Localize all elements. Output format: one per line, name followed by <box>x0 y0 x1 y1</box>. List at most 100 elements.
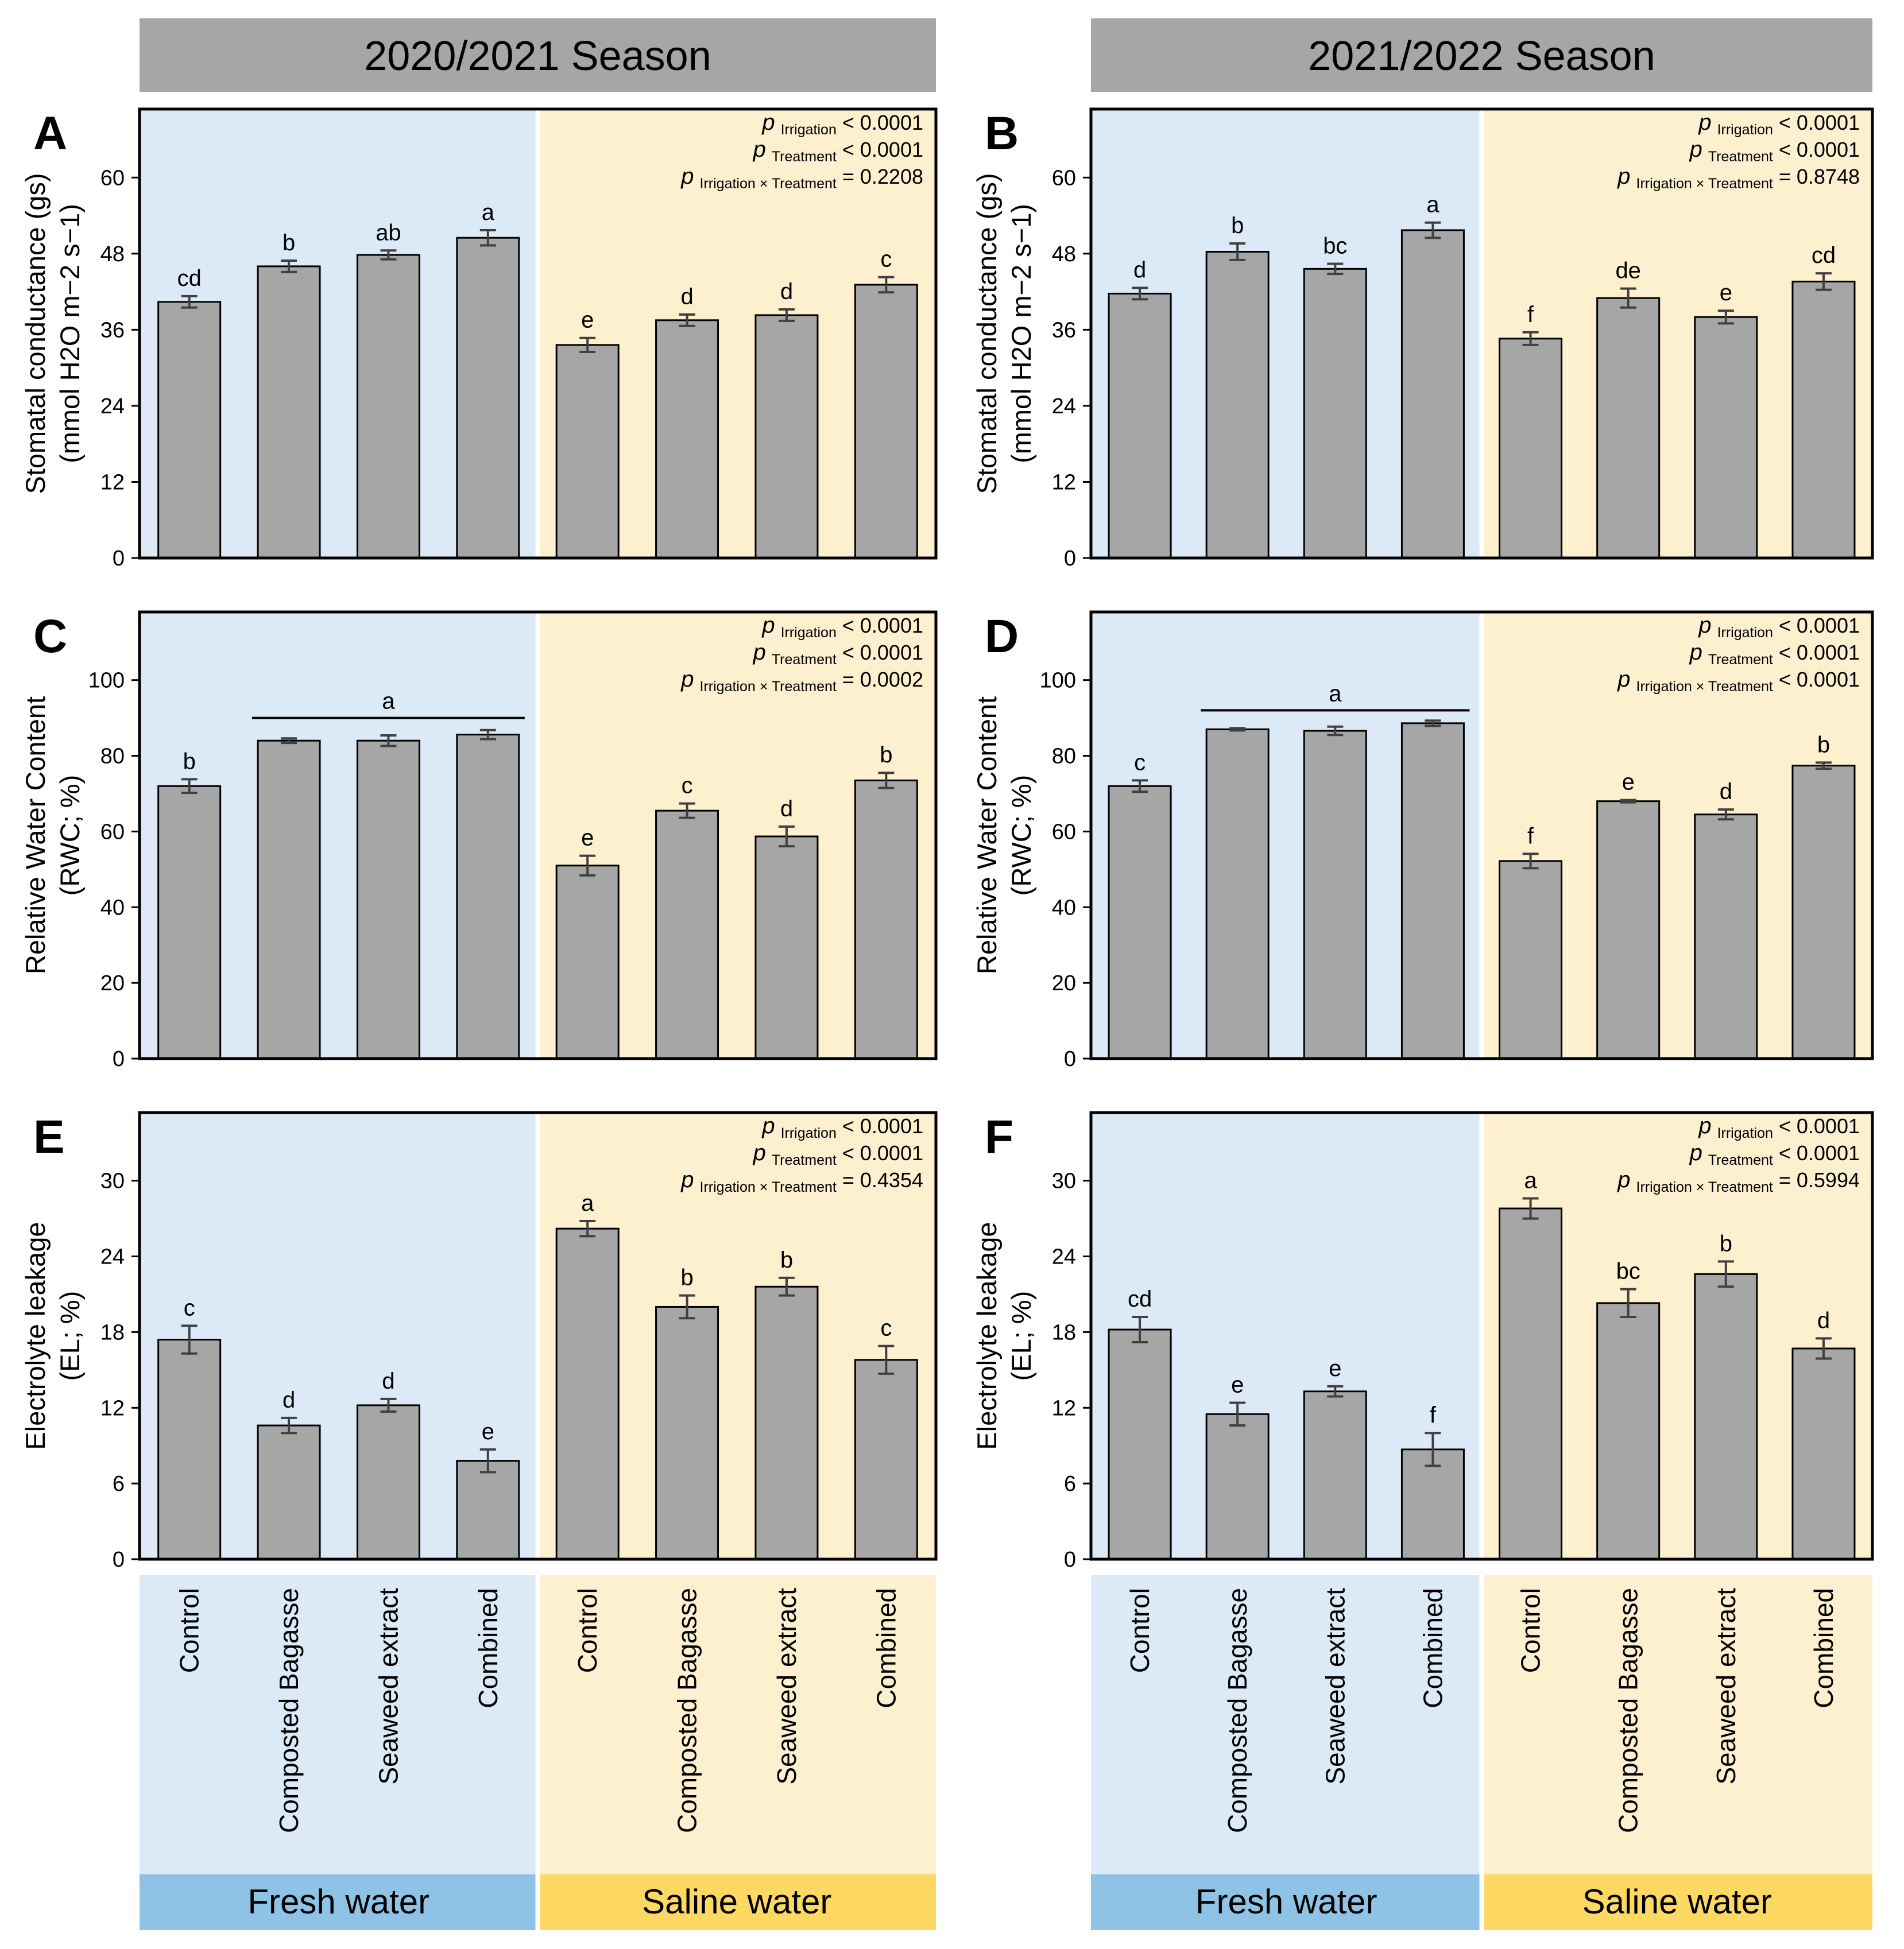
y-tick-label: 100 <box>88 669 125 693</box>
significance-letter: b <box>1817 732 1830 757</box>
p-subscript: Irrigation <box>1717 625 1773 641</box>
bar <box>456 734 520 1060</box>
bar <box>257 265 321 559</box>
panel-b: 0 12 24 36 48 60 Stomatal conductance (gs) (mmo… <box>972 107 1874 571</box>
y-tick-label: 12 <box>1052 1396 1076 1420</box>
season-title: 2021/2022 Season <box>1308 33 1655 79</box>
y-tick-label: 0 <box>1064 1047 1076 1071</box>
y-axis-label-line2: (RWC; %) <box>1006 775 1036 896</box>
bar <box>356 1404 420 1560</box>
significance-letter: c <box>1134 750 1146 775</box>
plot-frame <box>138 1111 938 1561</box>
p-value-line: p Irrigation < 0.0001 <box>761 110 923 138</box>
y-tick-label: 12 <box>100 1396 125 1420</box>
y-tick-label: 12 <box>100 470 125 494</box>
bar <box>356 739 420 1060</box>
plot-frame <box>138 610 938 1060</box>
y-tick-label: 40 <box>1052 896 1076 920</box>
y-axis-label-line2: (mmol H2O m−2 s−1) <box>1006 204 1036 463</box>
y-tick-label: 6 <box>1064 1472 1076 1496</box>
p-value-line: p Irrigation × Treatment = 0.4354 <box>680 1167 923 1195</box>
y-tick-label: 24 <box>1052 394 1076 419</box>
panel-letter: A <box>33 107 67 160</box>
y-tick-label: 24 <box>100 1245 125 1269</box>
p-subscript: Treatment <box>1708 652 1773 668</box>
bar <box>1400 229 1465 559</box>
bar <box>1694 813 1758 1060</box>
significance-letter: c <box>682 773 693 799</box>
saline-water-label-box <box>1484 1874 1872 1930</box>
y-tick-label: 0 <box>1064 1548 1076 1572</box>
fresh-category-background <box>140 1575 538 1874</box>
saline-category-background <box>537 1575 936 1874</box>
significance-letter: b <box>183 749 196 774</box>
p-subscript: Irrigation × Treatment <box>1636 176 1773 192</box>
saline-water-label: Saline water <box>642 1882 831 1921</box>
bar <box>1303 730 1367 1060</box>
significance-letter: e <box>1720 280 1732 305</box>
p-symbol: p <box>680 667 694 692</box>
bar <box>1303 268 1367 559</box>
p-value-line: p Irrigation × Treatment < 0.0001 <box>1617 667 1860 695</box>
y-tick-label: 80 <box>100 745 125 769</box>
season-title: 2020/2021 Season <box>364 33 711 79</box>
y-tick-label: 18 <box>100 1320 125 1344</box>
y-tick-label: 80 <box>1052 745 1076 769</box>
significance-letter: e <box>581 308 594 333</box>
p-value: < 0.0001 <box>842 111 923 134</box>
significance-letter: e <box>1231 1372 1244 1397</box>
saline-water-label: Saline water <box>1582 1882 1772 1921</box>
bar <box>1499 860 1563 1060</box>
bar <box>257 739 321 1060</box>
significance-letter: b <box>880 742 892 768</box>
group-significance-letter: a <box>382 689 395 714</box>
x-category-label: Composted Bagasse <box>1613 1588 1643 1833</box>
p-symbol: p <box>1617 667 1630 692</box>
p-value: < 0.0001 <box>842 138 923 161</box>
bar <box>1596 1302 1661 1560</box>
significance-letter: de <box>1615 258 1641 284</box>
season-header-box <box>140 18 936 92</box>
bar <box>157 785 222 1060</box>
bar <box>1108 1328 1172 1560</box>
x-category-label: Seaweed extract <box>1711 1588 1741 1785</box>
category-axis-1: Control Composted Bagasse Seaweed extract C… <box>140 1575 936 1930</box>
p-symbol: p <box>1689 640 1702 665</box>
y-axis-label-line1: Stomatal conductance (gs) <box>972 173 1002 494</box>
bar <box>655 319 719 559</box>
significance-letter: d <box>1720 779 1732 804</box>
p-symbol: p <box>1617 1167 1630 1192</box>
y-tick-label: 20 <box>100 971 125 995</box>
x-category-label: Composted Bagasse <box>274 1588 304 1833</box>
bar <box>1694 1273 1758 1560</box>
significance-letter: b <box>1720 1231 1732 1256</box>
bar <box>854 779 918 1060</box>
bar <box>655 1305 719 1560</box>
y-tick-label: 36 <box>100 318 125 342</box>
bar <box>854 284 918 559</box>
significance-letter: b <box>1231 213 1244 238</box>
p-subscript: Treatment <box>772 149 837 165</box>
p-symbol: p <box>753 640 766 665</box>
p-value: < 0.0001 <box>842 614 923 637</box>
significance-letter: ab <box>376 220 401 245</box>
x-category-label: Control <box>1125 1588 1155 1673</box>
p-value-line: p Irrigation × Treatment = 0.0002 <box>680 667 923 695</box>
x-category-label: Combined <box>871 1588 901 1708</box>
significance-letter: cd <box>177 266 202 291</box>
y-tick-label: 48 <box>100 242 125 266</box>
p-value-line: p Irrigation < 0.0001 <box>1698 613 1860 641</box>
significance-letter: d <box>780 796 793 822</box>
significance-letter: cd <box>1812 243 1836 268</box>
bar <box>257 1424 321 1560</box>
fresh-water-label: Fresh water <box>1195 1882 1377 1921</box>
p-value: = 0.2208 <box>842 165 923 188</box>
y-axis-label-line1: Stomatal conductance (gs) <box>20 173 51 494</box>
plot-frame <box>1089 610 1874 1060</box>
bar <box>456 237 520 559</box>
bar <box>356 254 420 559</box>
plot-frame <box>1089 107 1874 560</box>
p-value-line: p Irrigation < 0.0001 <box>761 1113 923 1141</box>
p-symbol: p <box>1689 137 1702 162</box>
